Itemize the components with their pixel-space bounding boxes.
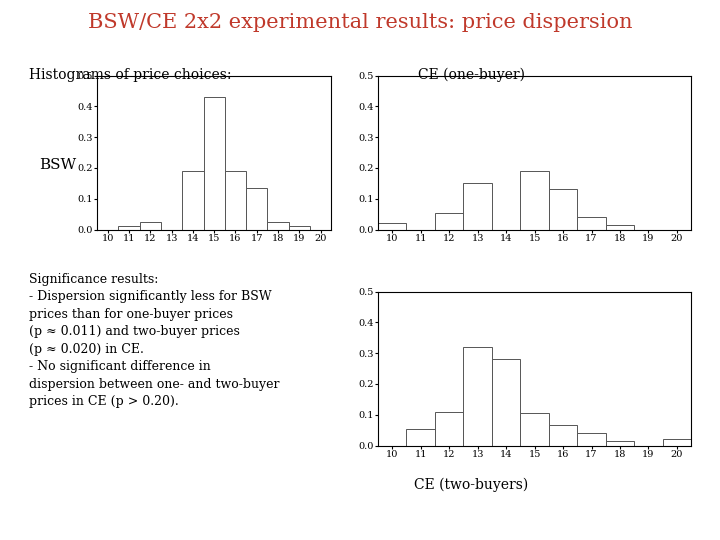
FancyBboxPatch shape: [407, 429, 435, 446]
Text: Significance results:
- Dispersion significantly less for BSW
prices than for on: Significance results: - Dispersion signi…: [29, 273, 279, 408]
FancyBboxPatch shape: [464, 347, 492, 446]
FancyBboxPatch shape: [246, 188, 267, 230]
FancyBboxPatch shape: [577, 433, 606, 446]
FancyBboxPatch shape: [464, 184, 492, 230]
FancyBboxPatch shape: [289, 226, 310, 230]
FancyBboxPatch shape: [182, 171, 204, 230]
FancyBboxPatch shape: [662, 440, 691, 445]
FancyBboxPatch shape: [492, 359, 521, 446]
FancyBboxPatch shape: [549, 190, 577, 230]
FancyBboxPatch shape: [606, 225, 634, 230]
FancyBboxPatch shape: [521, 413, 549, 446]
Text: BSW: BSW: [40, 158, 77, 172]
FancyBboxPatch shape: [267, 222, 289, 230]
Text: Histograms of price choices:: Histograms of price choices:: [29, 68, 231, 82]
FancyBboxPatch shape: [435, 411, 464, 446]
FancyBboxPatch shape: [521, 171, 549, 230]
FancyBboxPatch shape: [225, 171, 246, 230]
Text: BSW/CE 2x2 experimental results: price dispersion: BSW/CE 2x2 experimental results: price d…: [88, 14, 632, 32]
FancyBboxPatch shape: [140, 222, 161, 230]
FancyBboxPatch shape: [378, 224, 407, 230]
FancyBboxPatch shape: [606, 441, 634, 446]
FancyBboxPatch shape: [435, 213, 464, 230]
Text: CE (one-buyer): CE (one-buyer): [418, 68, 525, 82]
Text: CE (two-buyers): CE (two-buyers): [415, 478, 528, 492]
FancyBboxPatch shape: [119, 226, 140, 230]
FancyBboxPatch shape: [204, 97, 225, 230]
FancyBboxPatch shape: [549, 426, 577, 446]
FancyBboxPatch shape: [577, 217, 606, 230]
